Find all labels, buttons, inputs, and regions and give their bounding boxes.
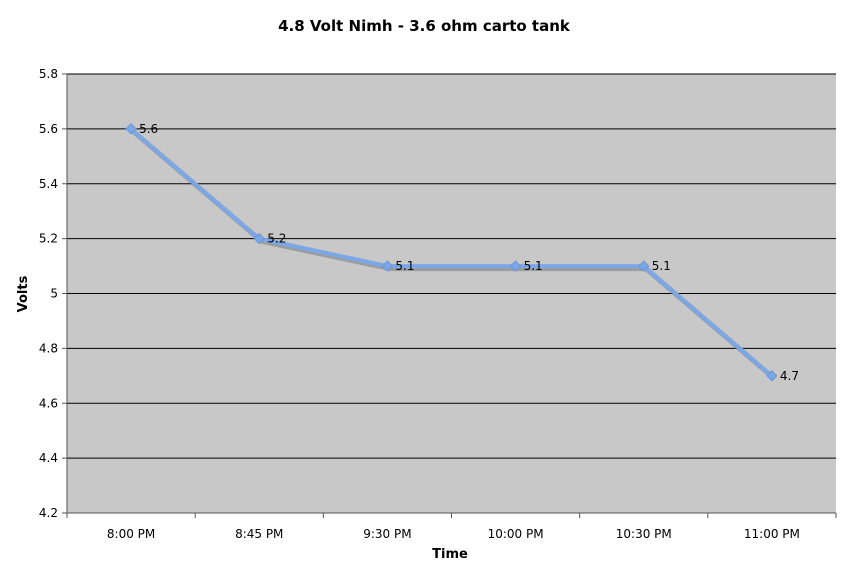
x-axis-title: Time: [432, 547, 468, 562]
data-label: 5.2: [267, 232, 286, 246]
x-tick-label: 8:45 PM: [235, 527, 283, 541]
data-labels: 5.6 5.2 5.1 5.1 5.1 4.7: [139, 122, 799, 383]
y-tick-label: 4.4: [39, 451, 58, 465]
y-tick-label: 4.8: [39, 341, 58, 355]
data-point: [509, 260, 522, 272]
data-label: 5.1: [652, 259, 671, 273]
y-axis-title: Volts: [16, 275, 31, 312]
data-label: 4.7: [780, 369, 799, 383]
x-tick-label: 10:30 PM: [616, 527, 672, 541]
data-point: [253, 232, 265, 245]
y-tick-label: 5.4: [39, 177, 58, 191]
chart-title: 4.8 Volt Nimh - 3.6 ohm carto tank: [278, 17, 571, 35]
y-tick-label: 4.6: [39, 396, 58, 410]
data-point: [125, 123, 137, 135]
y-tick-label: 5.8: [39, 67, 58, 81]
data-point: [381, 260, 394, 272]
series-line: [125, 123, 778, 382]
y-tick-label: 5: [50, 287, 58, 301]
data-label: 5.1: [395, 259, 414, 273]
y-tick-label: 4.2: [39, 506, 58, 520]
y-tick-label: 5.2: [39, 232, 58, 246]
data-label: 5.1: [524, 259, 543, 273]
tick-labels: 4.2 4.4 4.6 4.8 5 5.2 5.4 5.6 5.8 8:00 PM 8:45 PM 9…: [39, 67, 800, 541]
x-tick-label: 10:00 PM: [488, 527, 544, 541]
x-tick-label: 9:30 PM: [363, 527, 411, 541]
data-label: 5.6: [139, 122, 158, 136]
data-point: [638, 260, 650, 272]
axes: [62, 73, 837, 518]
x-tick-label: 8:00 PM: [107, 527, 155, 541]
data-point: [766, 370, 778, 382]
x-tick-label: 11:00 PM: [744, 527, 800, 541]
y-tick-label: 5.6: [39, 122, 58, 136]
series-line-path: [129, 127, 774, 378]
